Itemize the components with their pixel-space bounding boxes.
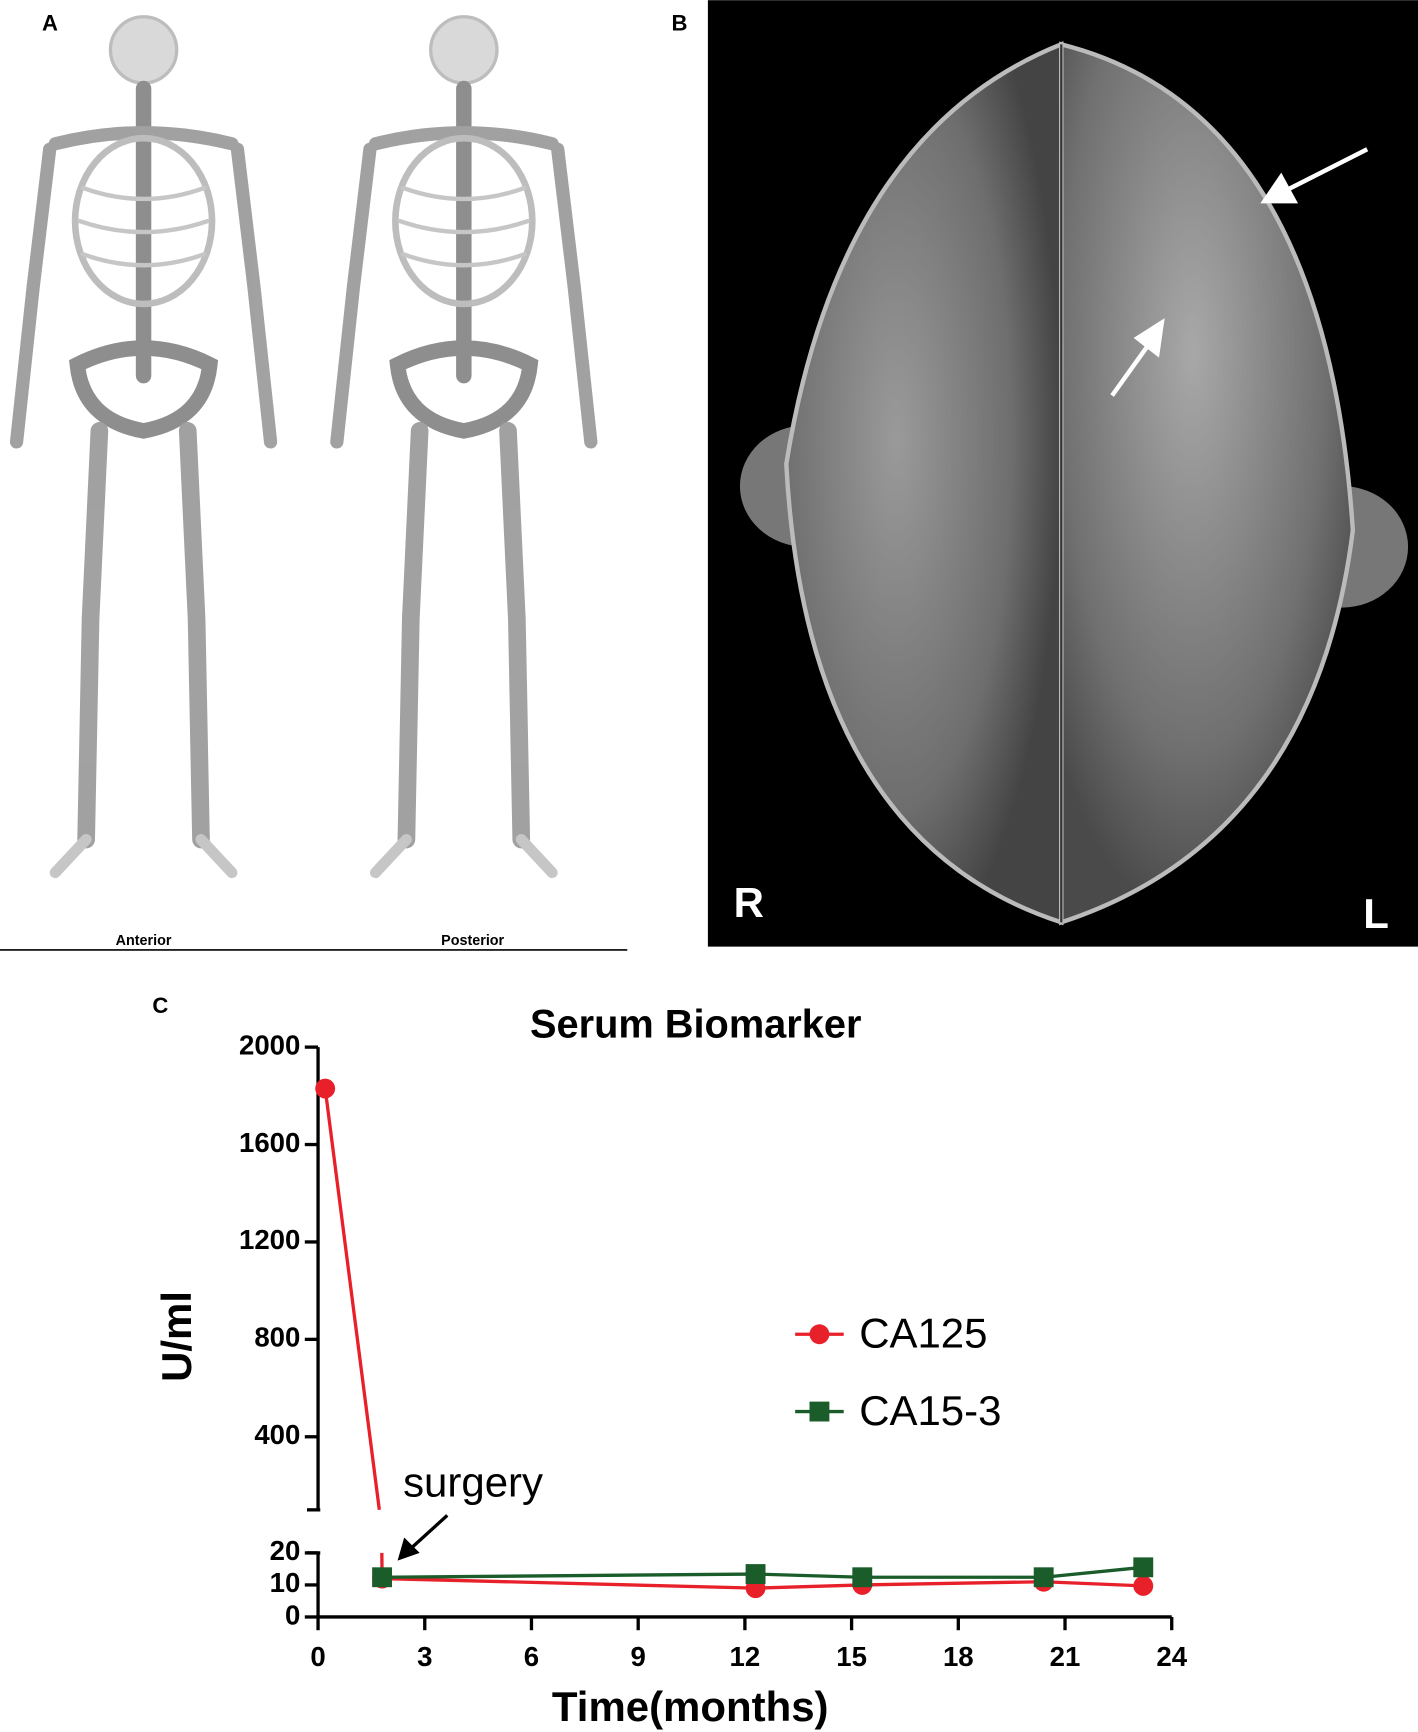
legend-label: CA125: [859, 1310, 987, 1357]
x-tick-label: 3: [417, 1641, 432, 1672]
y-tick-label: 2000: [239, 1029, 300, 1060]
x-tick-label: 12: [730, 1641, 761, 1672]
x-tick-label: 18: [943, 1641, 974, 1672]
panel-label: B: [671, 10, 687, 35]
breast-right: [784, 41, 1064, 926]
marker: [852, 1567, 873, 1588]
marker: [315, 1078, 336, 1099]
chart-title: Serum Biomarker: [530, 1003, 861, 1047]
x-tick-label: 15: [836, 1641, 867, 1672]
view-label: Anterior: [116, 933, 172, 949]
x-axis-label: Time(months): [552, 1683, 829, 1730]
side-label: R: [734, 879, 764, 926]
series-line: [755, 1583, 863, 1590]
y-tick-label: 800: [254, 1322, 300, 1353]
y-tick-label: 20: [270, 1535, 301, 1566]
panel-label: C: [152, 993, 168, 1018]
marker: [1033, 1567, 1054, 1588]
y-axis-label: U/ml: [153, 1291, 200, 1382]
x-tick-label: 21: [1050, 1641, 1081, 1672]
arrows: [1110, 147, 1369, 397]
y-tick-label: 1200: [239, 1224, 300, 1255]
marker: [1133, 1557, 1154, 1578]
y-tick-label: 1600: [239, 1127, 300, 1158]
side-label: L: [1363, 890, 1389, 937]
legend-marker: [809, 1401, 830, 1422]
x-tick-label: 6: [524, 1641, 539, 1672]
x-tick-label: 0: [310, 1641, 325, 1672]
marker: [745, 1564, 766, 1584]
bone-scan-posterior: [337, 17, 591, 873]
series-line: [1043, 1565, 1144, 1579]
series-line: [862, 1580, 1044, 1587]
bone-scan-anterior: [17, 17, 271, 873]
series-line: [755, 1572, 863, 1579]
y-tick-label: 400: [254, 1419, 300, 1450]
annotation-arrow: [397, 1514, 449, 1561]
breast-left: [1059, 41, 1356, 926]
x-tick-label: 9: [631, 1641, 646, 1672]
x-tick-label: 24: [1156, 1641, 1187, 1672]
series-line: [323, 1088, 381, 1511]
annotation: surgery: [403, 1459, 543, 1506]
y-tick-label: 10: [270, 1567, 301, 1598]
panel-label: A: [42, 10, 58, 35]
legend-label: CA15-3: [859, 1387, 1001, 1434]
marker: [1133, 1575, 1154, 1596]
view-label: Posterior: [441, 933, 504, 949]
legend-marker: [809, 1324, 830, 1345]
y-tick-label: 0: [285, 1599, 300, 1630]
series-line: [382, 1572, 756, 1579]
series-line: [382, 1576, 756, 1590]
marker: [372, 1567, 393, 1588]
series-line: [1043, 1580, 1144, 1588]
